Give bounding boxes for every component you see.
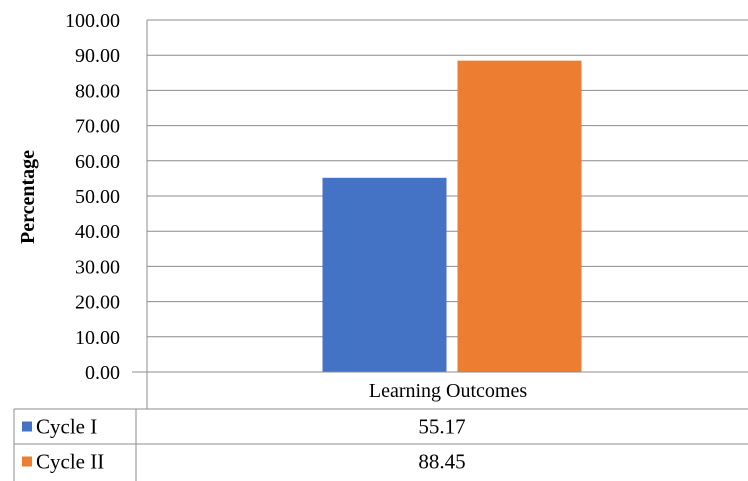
y-tick-label: 80.00 — [75, 80, 120, 102]
y-tick-label: 50.00 — [75, 186, 120, 208]
y-tick-label: 100.00 — [65, 10, 120, 32]
bar-cycle-i — [322, 177, 447, 372]
bars — [322, 60, 582, 372]
bar-cycle-ii — [457, 60, 582, 372]
y-tick-label: 0.00 — [85, 362, 120, 384]
y-tick-label: 90.00 — [75, 45, 120, 67]
y-axis-title: Percentage — [17, 150, 39, 244]
data-label: 55.17 — [418, 415, 465, 439]
legend-swatch — [22, 421, 32, 432]
axes — [132, 20, 748, 409]
legend-label: Cycle II — [36, 450, 104, 474]
data-label: 88.45 — [418, 450, 465, 474]
y-tick-label: 20.00 — [75, 292, 120, 314]
y-axis-ticks: 0.00 10.00 20.00 30.00 40.00 50.00 60.00 70.00 8… — [65, 10, 120, 384]
legend-swatch — [22, 456, 32, 467]
category-label: Learning Outcomes — [369, 380, 527, 402]
data-table: Cycle I 55.17 Cycle II 88.45 — [13, 408, 748, 481]
y-tick-label: 10.00 — [75, 327, 120, 349]
y-tick-label: 30.00 — [75, 256, 120, 278]
y-tick-label: 40.00 — [75, 221, 120, 243]
y-tick-label: 70.00 — [75, 116, 120, 138]
y-tick-label: 60.00 — [75, 151, 120, 173]
gridlines — [147, 19, 748, 373]
legend-label: Cycle I — [36, 415, 97, 439]
